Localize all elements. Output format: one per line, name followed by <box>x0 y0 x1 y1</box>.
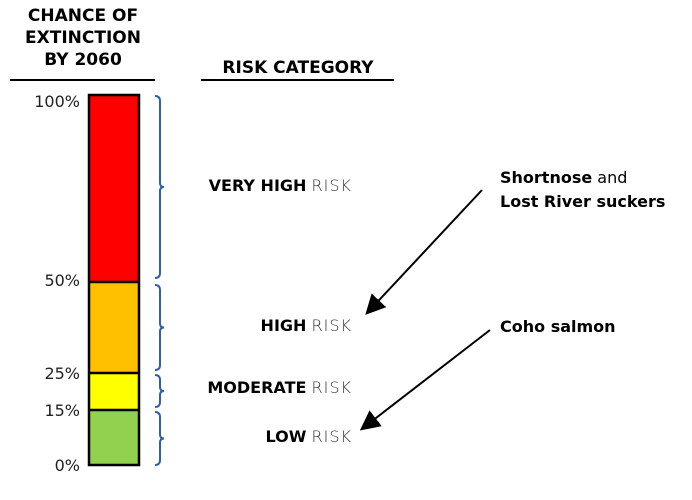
tick-label: 100% <box>34 92 80 111</box>
chance-header-line: CHANCE OF <box>27 6 139 26</box>
brace <box>154 411 165 466</box>
risk-label-moderate: MODERATE RISK <box>207 378 352 397</box>
band-low <box>89 410 139 465</box>
band-very-high <box>89 95 139 282</box>
tick-label: 0% <box>54 456 80 475</box>
tick-label: 50% <box>44 271 80 290</box>
tick-label: 25% <box>44 364 80 383</box>
risk-header: RISK CATEGORY <box>222 58 374 78</box>
brace <box>154 284 165 371</box>
brace <box>154 95 165 279</box>
band-moderate <box>89 373 139 410</box>
chance-header-line: BY 2060 <box>44 50 122 70</box>
risk-label-very-high: VERY HIGH RISK <box>208 176 352 195</box>
risk-label-high: HIGH RISK <box>260 316 352 335</box>
arrow-suckers <box>365 189 483 315</box>
tick-label: 15% <box>44 401 80 420</box>
band-high <box>89 282 139 373</box>
annotation-suckers: Shortnose and Lost River suckers <box>500 168 666 211</box>
arrow-coho <box>359 329 491 431</box>
brace <box>154 374 165 408</box>
risk-label-low: LOW RISK <box>265 427 352 446</box>
chance-header: CHANCE OF EXTINCTION BY 2060 <box>0 5 166 71</box>
annotation-coho: Coho salmon <box>500 317 616 336</box>
chance-header-line: EXTINCTION <box>25 28 141 48</box>
